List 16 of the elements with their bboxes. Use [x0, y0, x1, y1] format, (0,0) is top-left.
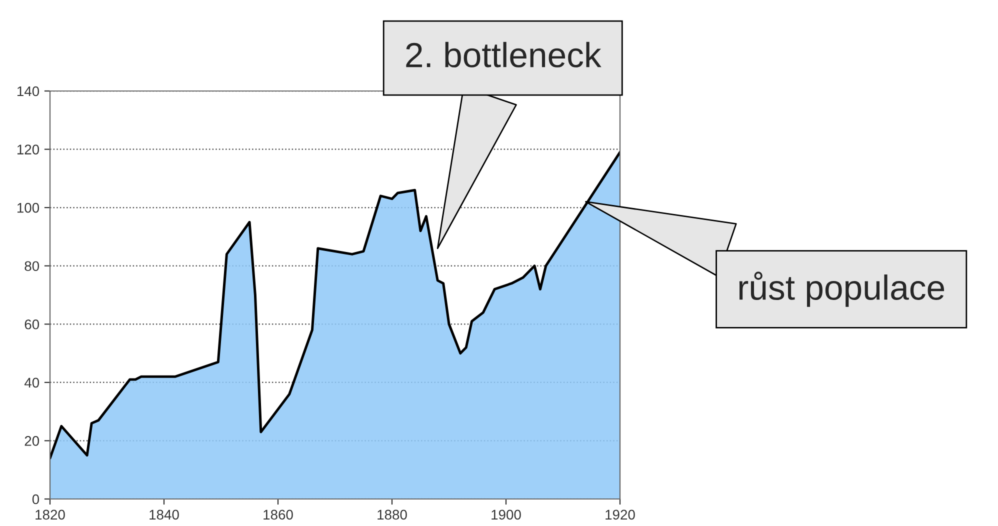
- x-tick-label: 1880: [378, 510, 407, 520]
- y-tick-label: 120: [17, 144, 40, 154]
- x-tick-label: 1820: [36, 510, 65, 520]
- y-tick-label: 100: [17, 202, 40, 213]
- x-tick-label: 1920: [606, 510, 635, 520]
- y-tick-label: 40: [24, 378, 40, 388]
- y-tick-label: 20: [24, 436, 40, 446]
- x-tick-label: 1840: [150, 510, 179, 520]
- y-tick-label: 60: [24, 319, 40, 330]
- y-tick-label: 0: [32, 494, 40, 504]
- y-tick-label: 140: [17, 86, 40, 96]
- annotation: růst populace: [739, 272, 944, 307]
- y-tick-label: 80: [24, 261, 40, 272]
- annotation: 2. bottleneck: [406, 42, 602, 68]
- x-tick-label: 1860: [264, 510, 293, 520]
- x-tick-label: 1900: [492, 510, 521, 520]
